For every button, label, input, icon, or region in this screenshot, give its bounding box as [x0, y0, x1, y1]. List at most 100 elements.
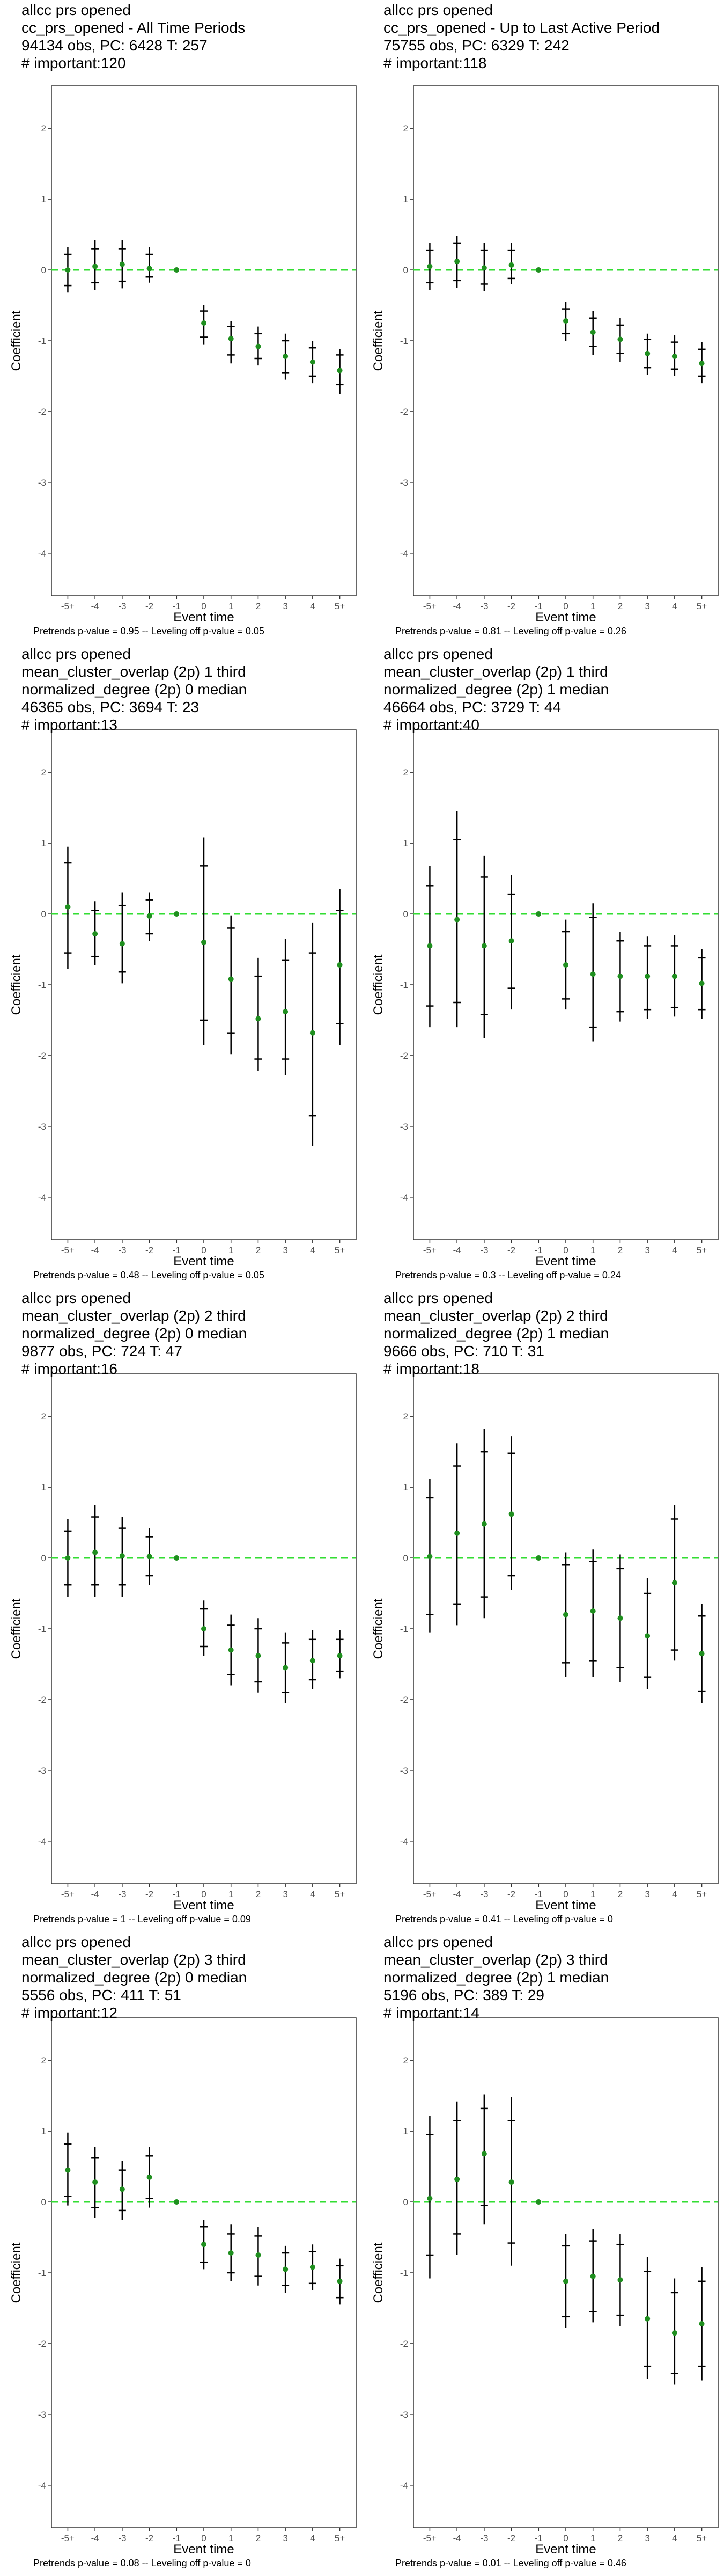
- title-line: allcc prs opened: [383, 646, 493, 662]
- y-tick-label: 1: [403, 1482, 408, 1492]
- data-point: [119, 941, 125, 947]
- data-point: [228, 2250, 234, 2256]
- x-axis-label: Event time: [173, 610, 234, 625]
- y-tick-label: -4: [38, 2480, 46, 2491]
- x-tick-label: 1: [228, 601, 233, 611]
- data-point: [671, 2330, 677, 2336]
- title-line: 46664 obs, PC: 3729 T: 44: [383, 699, 562, 715]
- y-tick-label: 0: [41, 265, 46, 275]
- data-point: [65, 2167, 71, 2173]
- data-point: [119, 261, 125, 267]
- x-tick-label: 3: [283, 601, 287, 611]
- title-line: allcc prs opened: [383, 1934, 493, 1950]
- data-point: [174, 267, 180, 273]
- y-tick-label: 1: [41, 194, 46, 204]
- data-point: [283, 1665, 289, 1671]
- x-tick-label: 3: [645, 2533, 649, 2543]
- data-point: [536, 911, 542, 917]
- chart-title: allcc prs opened cc_prs_opened - All Time…: [21, 1, 245, 72]
- data-point: [481, 1521, 487, 1527]
- coefficient-plot: -4 -3 -2 -1 0 1 2 Coefficient -5+ -4 -3 -2 -1 0 1 2 3 4 5+…: [9, 85, 357, 625]
- chart-title: allcc prs opened mean_cluster_overlap (2p…: [383, 1289, 609, 1378]
- title-line: mean_cluster_overlap (2p) 2 third: [21, 1307, 246, 1324]
- x-tick-label: -5+: [423, 1245, 437, 1255]
- y-tick-label: -1: [400, 2268, 408, 2278]
- x-tick-label: 0: [563, 2533, 568, 2543]
- data-point: [590, 971, 596, 977]
- y-tick-label: -2: [400, 1695, 408, 1705]
- data-point: [119, 2186, 125, 2192]
- data-point: [119, 1553, 125, 1559]
- title-line: allcc prs opened: [383, 1290, 493, 1306]
- y-tick-label: -2: [38, 407, 46, 417]
- x-tick-label: -5+: [61, 2533, 75, 2543]
- chart-panel: -4 -3 -2 -1 0 1 2 Coefficient -5+ -4 -3 -2 -1 0 1 2 3 4 5+…: [0, 0, 362, 644]
- chart-panel: -4 -3 -2 -1 0 1 2 Coefficient -5+ -4 -3 -2 -1 0 1 2 3 4 5+…: [362, 1932, 724, 2576]
- title-line: allcc prs opened: [383, 2, 493, 18]
- x-tick-label: -1: [535, 601, 543, 611]
- y-tick-label: -1: [38, 980, 46, 990]
- coefficient-plot: -4 -3 -2 -1 0 1 2 Coefficient -5+ -4 -3 -2 -1 0 1 2 3 4 5+…: [9, 729, 357, 1269]
- y-axis-label: Coefficient: [371, 2242, 386, 2303]
- data-point: [309, 2264, 315, 2270]
- data-point: [699, 980, 705, 986]
- data-point: [337, 368, 343, 374]
- x-tick-label: 3: [645, 1889, 649, 1899]
- x-tick-label: -3: [480, 1889, 488, 1899]
- y-tick-label: -3: [38, 1766, 46, 1776]
- y-tick-label: 2: [403, 1411, 408, 1422]
- title-line: # important:12: [21, 2004, 117, 2021]
- x-tick-label: 3: [283, 2533, 287, 2543]
- title-line: 46365 obs, PC: 3694 T: 23: [21, 699, 200, 715]
- data-point: [699, 361, 705, 367]
- x-tick-label: -1: [535, 1889, 543, 1899]
- x-tick-label: 3: [645, 1245, 649, 1255]
- y-tick-label: -1: [38, 2268, 46, 2278]
- data-point: [337, 962, 343, 968]
- y-axis-label: Coefficient: [371, 1598, 386, 1659]
- y-tick-label: 0: [41, 909, 46, 919]
- chart-title: allcc prs opened mean_cluster_overlap (2p…: [21, 1289, 247, 1378]
- x-tick-label: -2: [145, 1889, 153, 1899]
- data-point: [563, 318, 568, 324]
- p-value-caption: Pretrends p-value = 0.81 -- Leveling off…: [395, 626, 626, 636]
- x-tick-label: 5+: [335, 601, 345, 611]
- x-tick-label: 4: [672, 1245, 677, 1255]
- y-tick-label: -3: [38, 1122, 46, 1132]
- x-tick-label: 2: [256, 1245, 261, 1255]
- y-tick-label: -1: [400, 980, 408, 990]
- x-tick-label: -1: [535, 2533, 543, 2543]
- y-tick-label: -1: [38, 1624, 46, 1634]
- data-point: [92, 1549, 98, 1555]
- y-tick-label: -4: [400, 2480, 408, 2491]
- x-tick-label: 1: [590, 601, 595, 611]
- x-tick-label: 2: [256, 1889, 261, 1899]
- data-point: [427, 264, 433, 269]
- coefficient-plot: -4 -3 -2 -1 0 1 2 Coefficient -5+ -4 -3 -2 -1 0 1 2 3 4 5+…: [371, 729, 719, 1269]
- x-tick-label: -5+: [61, 1245, 75, 1255]
- p-value-caption: Pretrends p-value = 0.41 -- Leveling off…: [395, 1914, 613, 1924]
- x-tick-label: -3: [480, 601, 488, 611]
- title-line: mean_cluster_overlap (2p) 1 third: [383, 663, 608, 680]
- data-point: [645, 1633, 651, 1639]
- data-point: [508, 2179, 514, 2185]
- x-tick-label: 5+: [697, 601, 707, 611]
- data-point: [201, 2242, 206, 2248]
- x-tick-label: -3: [480, 1245, 488, 1255]
- data-point: [563, 962, 568, 968]
- x-tick-label: 4: [672, 2533, 677, 2543]
- data-point: [337, 2278, 343, 2284]
- title-line: 9877 obs, PC: 724 T: 47: [21, 1343, 182, 1359]
- x-tick-label: 4: [310, 1889, 315, 1899]
- x-tick-label: -1: [535, 1245, 543, 1255]
- y-tick-label: -2: [38, 1051, 46, 1061]
- data-point: [427, 2196, 433, 2201]
- x-tick-label: 0: [201, 1889, 206, 1899]
- data-point: [174, 2199, 180, 2205]
- y-axis-label: Coefficient: [9, 310, 24, 371]
- data-point: [645, 2316, 651, 2322]
- x-tick-label: 1: [228, 1245, 233, 1255]
- data-point: [590, 330, 596, 335]
- x-tick-label: 0: [563, 601, 568, 611]
- chart-panel: -4 -3 -2 -1 0 1 2 Coefficient -5+ -4 -3 -2 -1 0 1 2 3 4 5+…: [0, 1932, 362, 2576]
